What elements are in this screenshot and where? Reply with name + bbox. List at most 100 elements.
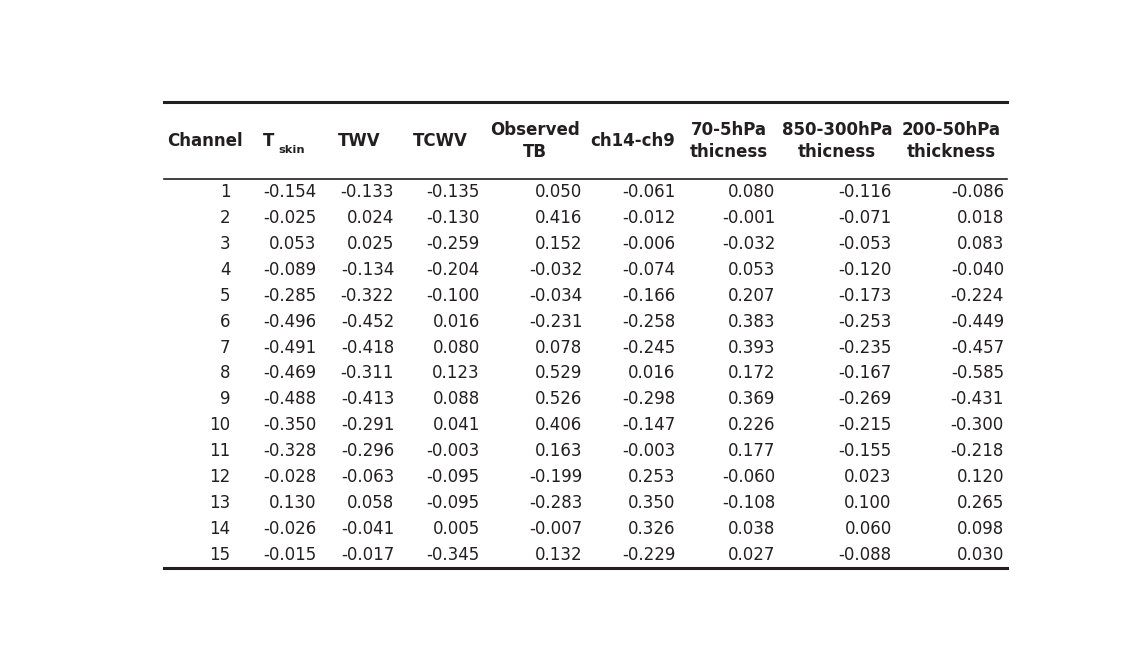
Text: -0.491: -0.491 — [263, 338, 316, 357]
Text: 0.088: 0.088 — [432, 391, 480, 408]
Text: 0.393: 0.393 — [728, 338, 776, 357]
Text: 0.027: 0.027 — [728, 545, 776, 564]
Text: -0.488: -0.488 — [263, 391, 316, 408]
Text: 0.226: 0.226 — [728, 416, 776, 434]
Text: -0.134: -0.134 — [341, 261, 395, 279]
Text: thicness: thicness — [691, 143, 768, 161]
Text: -0.496: -0.496 — [263, 312, 316, 330]
Text: -0.269: -0.269 — [838, 391, 891, 408]
Text: 0.123: 0.123 — [432, 365, 480, 383]
Text: -0.032: -0.032 — [722, 235, 776, 253]
Text: 0.083: 0.083 — [956, 235, 1004, 253]
Text: 0.053: 0.053 — [728, 261, 776, 279]
Text: -0.469: -0.469 — [263, 365, 316, 383]
Text: 0.265: 0.265 — [956, 494, 1004, 512]
Text: -0.154: -0.154 — [263, 183, 316, 201]
Text: 0.018: 0.018 — [956, 209, 1004, 227]
Text: -0.032: -0.032 — [530, 261, 583, 279]
Text: -0.120: -0.120 — [838, 261, 891, 279]
Text: ch14-ch9: ch14-ch9 — [590, 132, 675, 150]
Text: -0.100: -0.100 — [426, 287, 480, 305]
Text: -0.026: -0.026 — [263, 520, 316, 538]
Text: -0.001: -0.001 — [722, 209, 776, 227]
Text: 0.060: 0.060 — [845, 520, 891, 538]
Text: -0.135: -0.135 — [426, 183, 480, 201]
Text: 15: 15 — [210, 545, 230, 564]
Text: 11: 11 — [210, 442, 230, 460]
Text: -0.311: -0.311 — [340, 365, 395, 383]
Text: 0.050: 0.050 — [535, 183, 583, 201]
Text: -0.088: -0.088 — [838, 545, 891, 564]
Text: 0.130: 0.130 — [269, 494, 316, 512]
Text: 0.326: 0.326 — [628, 520, 676, 538]
Text: 6: 6 — [220, 312, 230, 330]
Text: 1: 1 — [220, 183, 230, 201]
Text: 0.177: 0.177 — [728, 442, 776, 460]
Text: -0.585: -0.585 — [950, 365, 1004, 383]
Text: 10: 10 — [210, 416, 230, 434]
Text: 0.253: 0.253 — [628, 468, 676, 486]
Text: -0.452: -0.452 — [341, 312, 395, 330]
Text: -0.253: -0.253 — [838, 312, 891, 330]
Text: thickness: thickness — [907, 143, 996, 161]
Text: -0.199: -0.199 — [530, 468, 583, 486]
Text: -0.345: -0.345 — [426, 545, 480, 564]
Text: 850-300hPa: 850-300hPa — [782, 120, 892, 138]
Text: -0.283: -0.283 — [530, 494, 583, 512]
Text: -0.224: -0.224 — [950, 287, 1004, 305]
Text: 0.080: 0.080 — [432, 338, 480, 357]
Text: 0.120: 0.120 — [956, 468, 1004, 486]
Text: -0.017: -0.017 — [341, 545, 395, 564]
Text: 8: 8 — [220, 365, 230, 383]
Text: -0.235: -0.235 — [838, 338, 891, 357]
Text: -0.457: -0.457 — [950, 338, 1004, 357]
Text: -0.218: -0.218 — [950, 442, 1004, 460]
Text: TCWV: TCWV — [413, 132, 468, 150]
Text: 3: 3 — [220, 235, 230, 253]
Text: 0.406: 0.406 — [535, 416, 583, 434]
Text: 0.350: 0.350 — [628, 494, 676, 512]
Text: -0.003: -0.003 — [426, 442, 480, 460]
Text: -0.071: -0.071 — [838, 209, 891, 227]
Text: 0.005: 0.005 — [432, 520, 480, 538]
Text: -0.259: -0.259 — [426, 235, 480, 253]
Text: -0.291: -0.291 — [341, 416, 395, 434]
Text: -0.413: -0.413 — [341, 391, 395, 408]
Text: -0.108: -0.108 — [722, 494, 776, 512]
Text: -0.007: -0.007 — [530, 520, 583, 538]
Text: 9: 9 — [220, 391, 230, 408]
Text: 0.041: 0.041 — [432, 416, 480, 434]
Text: TWV: TWV — [338, 132, 380, 150]
Text: -0.147: -0.147 — [623, 416, 676, 434]
Text: 0.058: 0.058 — [347, 494, 395, 512]
Text: 0.024: 0.024 — [347, 209, 395, 227]
Text: 0.016: 0.016 — [432, 312, 480, 330]
Text: -0.034: -0.034 — [530, 287, 583, 305]
Text: -0.012: -0.012 — [623, 209, 676, 227]
Text: TB: TB — [523, 143, 547, 161]
Text: 0.132: 0.132 — [535, 545, 583, 564]
Text: 14: 14 — [210, 520, 230, 538]
Text: 0.098: 0.098 — [957, 520, 1004, 538]
Text: 0.207: 0.207 — [728, 287, 776, 305]
Text: 5: 5 — [220, 287, 230, 305]
Text: -0.015: -0.015 — [263, 545, 316, 564]
Text: 0.023: 0.023 — [844, 468, 891, 486]
Text: -0.350: -0.350 — [263, 416, 316, 434]
Text: 0.383: 0.383 — [728, 312, 776, 330]
Text: 0.526: 0.526 — [535, 391, 583, 408]
Text: 0.172: 0.172 — [728, 365, 776, 383]
Text: 0.100: 0.100 — [845, 494, 891, 512]
Text: -0.245: -0.245 — [623, 338, 676, 357]
Text: -0.166: -0.166 — [623, 287, 676, 305]
Text: -0.116: -0.116 — [838, 183, 891, 201]
Text: -0.040: -0.040 — [950, 261, 1004, 279]
Text: 0.025: 0.025 — [347, 235, 395, 253]
Text: T: T — [263, 132, 274, 150]
Text: -0.155: -0.155 — [838, 442, 891, 460]
Text: -0.322: -0.322 — [340, 287, 395, 305]
Text: Channel: Channel — [167, 132, 243, 150]
Text: 200-50hPa: 200-50hPa — [902, 120, 1001, 138]
Text: -0.231: -0.231 — [530, 312, 583, 330]
Text: 0.078: 0.078 — [535, 338, 583, 357]
